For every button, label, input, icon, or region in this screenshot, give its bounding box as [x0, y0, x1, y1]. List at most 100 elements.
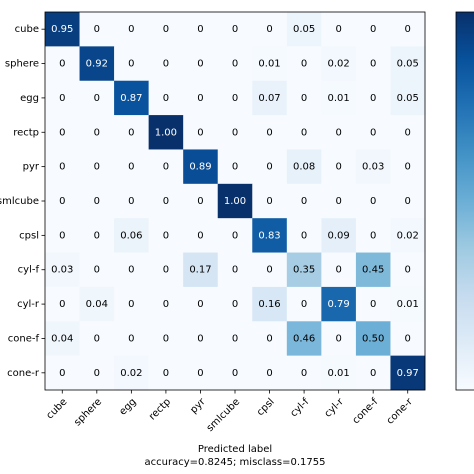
cell-label: 0: [335, 333, 341, 344]
cell-label: 0: [197, 333, 203, 344]
cell-label: 0.02: [328, 59, 350, 70]
cell-label: 0: [405, 24, 411, 35]
heatmap-cell: [252, 183, 288, 219]
cell-label: 0.17: [189, 265, 211, 276]
cell-label: 0: [128, 24, 134, 35]
x-axis-label: Predicted label: [198, 444, 272, 455]
cell-label: 0: [163, 333, 169, 344]
heatmap-cell: [183, 355, 219, 391]
cell-label: 0: [163, 265, 169, 276]
heatmap-cell: [217, 80, 253, 116]
x-tick-label: cube: [45, 396, 70, 421]
heatmap-cell: [45, 321, 80, 356]
heatmap-cell: [79, 80, 115, 116]
heatmap-cell: [183, 149, 219, 185]
cell-label: 0.04: [51, 333, 73, 344]
heatmap-cell: [286, 115, 322, 150]
cell-label: 0: [232, 299, 238, 310]
cell-label: 0.04: [86, 299, 108, 310]
heatmap-cell: [321, 252, 357, 288]
y-tick-label: egg: [20, 93, 39, 104]
cell-label: 0.05: [293, 24, 315, 35]
cell-label: 0: [232, 230, 238, 241]
heatmap-cell: [114, 46, 149, 82]
cell-label: 0.07: [258, 93, 280, 104]
cell-label: 0: [163, 299, 169, 310]
heatmap-cell: [355, 321, 391, 356]
cell-label: 0: [163, 162, 169, 173]
heatmap-cell: [183, 115, 219, 150]
cell-label: 0: [335, 265, 341, 276]
cell-label: 0: [128, 299, 134, 310]
heatmap-cell: [79, 218, 115, 253]
heatmap-cell: [321, 12, 357, 47]
cell-label: 1.00: [155, 127, 177, 138]
heatmap-cell: [286, 46, 322, 82]
heatmap-cell: [217, 252, 253, 288]
heatmap-cell: [79, 46, 115, 82]
heatmap-cell: [79, 183, 115, 219]
heatmap-cell: [45, 115, 80, 150]
heatmap-cell: [252, 115, 288, 150]
heatmap-cell: [45, 218, 80, 253]
heatmap-cell: [321, 218, 357, 253]
cell-label: 0.83: [258, 230, 280, 241]
cell-label: 0.97: [397, 368, 419, 379]
y-tick-label: sphere: [5, 59, 39, 70]
cell-label: 0: [266, 127, 272, 138]
heatmap-cell: [79, 355, 115, 391]
heatmap-cell: [355, 12, 391, 47]
y-tick-label: smlcube: [0, 196, 39, 207]
heatmap-cell: [355, 80, 391, 116]
heatmap-cell: [217, 355, 253, 391]
cell-label: 0: [128, 127, 134, 138]
cell-label: 0: [266, 333, 272, 344]
heatmap-cell: [45, 46, 80, 82]
heatmap-cell: [321, 115, 357, 150]
heatmap-cell: [390, 218, 426, 253]
heatmap-cell: [390, 252, 426, 288]
cell-label: 0: [370, 368, 376, 379]
heatmap-cell: [321, 321, 357, 356]
heatmap-cell: [148, 321, 184, 356]
cell-label: 0: [128, 265, 134, 276]
cell-label: 0: [301, 59, 307, 70]
cell-label: 0.50: [362, 333, 384, 344]
heatmap-cell: [114, 12, 149, 47]
cell-label: 0: [128, 196, 134, 207]
heatmap-cell: [79, 115, 115, 150]
cell-label: 0: [266, 196, 272, 207]
cell-label: 1.00: [224, 196, 246, 207]
heatmap-cell: [355, 286, 391, 322]
y-tick-label: cube: [15, 24, 39, 35]
heatmap-cell: [286, 149, 322, 185]
cell-label: 0: [163, 24, 169, 35]
heatmap-cell: [148, 286, 184, 322]
cell-label: 0: [266, 162, 272, 173]
cell-label: 0: [94, 24, 100, 35]
heatmap-cell: [79, 321, 115, 356]
heatmap-cell: [390, 183, 426, 219]
heatmap-cell: [217, 12, 253, 47]
heatmap-cell: [114, 355, 149, 391]
heatmap-cell: [217, 218, 253, 253]
cell-label: 0: [301, 368, 307, 379]
heatmap-cell: [390, 355, 426, 391]
heatmap-cell: [217, 183, 253, 219]
x-tick-label: cyl-r: [323, 396, 347, 420]
heatmap-cell: [45, 355, 80, 391]
cell-label: 0: [94, 93, 100, 104]
cell-label: 0: [163, 93, 169, 104]
cell-label: 0.01: [328, 368, 350, 379]
heatmap-cell: [286, 80, 322, 116]
cell-label: 0: [370, 299, 376, 310]
heatmap-cell: [252, 355, 288, 391]
cell-label: 0: [59, 162, 65, 173]
cell-label: 0: [163, 230, 169, 241]
heatmap-cell: [355, 218, 391, 253]
cell-label: 0: [59, 299, 65, 310]
heatmap-cell: [252, 80, 288, 116]
heatmap-cell: [79, 149, 115, 185]
x-tick-label: cone-f: [351, 396, 381, 426]
heatmap-cell: [45, 183, 80, 219]
